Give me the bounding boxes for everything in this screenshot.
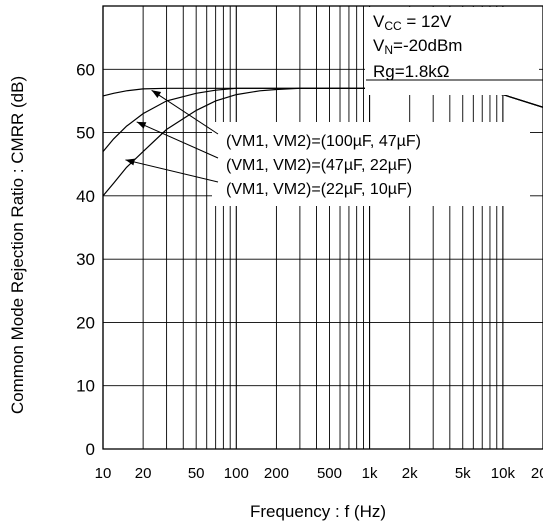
- x-tick-label: 20k: [531, 465, 543, 482]
- legend-entry: (VM1, VM2)=(47µF, 22µF): [226, 157, 412, 174]
- annotation-arrowhead: [136, 121, 147, 129]
- y-axis-label: Common Mode Rejection Ratio : CMRR (dB): [8, 76, 27, 414]
- condition-text: VN=-20dBm: [373, 36, 462, 57]
- annotation-arrow-line: [136, 121, 219, 159]
- y-tick-labels: 0 10 20 30 40 50 60: [76, 60, 95, 459]
- y-tick-label: 0: [86, 440, 95, 459]
- x-axis-label: Frequency : f (Hz): [250, 502, 386, 521]
- x-tick-label: 500: [317, 465, 342, 482]
- x-tick-label: 5k: [455, 465, 471, 482]
- x-tick-label: 2k: [402, 465, 418, 482]
- condition-text: Rg=1.8kΩ: [373, 62, 450, 81]
- x-tick-label: 20: [135, 465, 152, 482]
- condition-text: VCC = 12V: [373, 12, 452, 33]
- y-tick-label: 50: [76, 124, 95, 143]
- y-tick-label: 10: [76, 377, 95, 396]
- x-tick-label: 1k: [362, 465, 378, 482]
- legend-entry: (VM1, VM2)=(100µF, 47µF): [226, 133, 421, 150]
- legend-annotations: (VM1, VM2)=(100µF, 47µF) (VM1, VM2)=(47µF…: [125, 89, 530, 206]
- conditions-box: VCC = 12V VN=-20dBm Rg=1.8kΩ: [365, 7, 543, 95]
- annotation-arrowhead: [125, 158, 136, 166]
- y-tick-label: 30: [76, 250, 95, 269]
- y-tick-label: 40: [76, 187, 95, 206]
- y-tick-label: 60: [76, 60, 95, 79]
- legend-background: [212, 122, 530, 206]
- x-tick-label: 10: [95, 465, 112, 482]
- y-tick-label: 20: [76, 313, 95, 332]
- x-tick-label: 100: [224, 465, 249, 482]
- x-tick-labels: 10 20 50 100 200 500 1k 2k 5k 10k 20k: [95, 465, 543, 482]
- plot-frame: [102, 5, 543, 450]
- annotation-arrow-line: [125, 159, 219, 183]
- annotation-arrow-line: [151, 89, 219, 135]
- annotation-arrowhead: [151, 90, 162, 99]
- legend-entry: (VM1, VM2)=(22µF, 10µF): [226, 181, 412, 198]
- x-tick-label: 50: [188, 465, 205, 482]
- x-tick-label: 200: [264, 465, 289, 482]
- x-tick-label: 10k: [491, 465, 516, 482]
